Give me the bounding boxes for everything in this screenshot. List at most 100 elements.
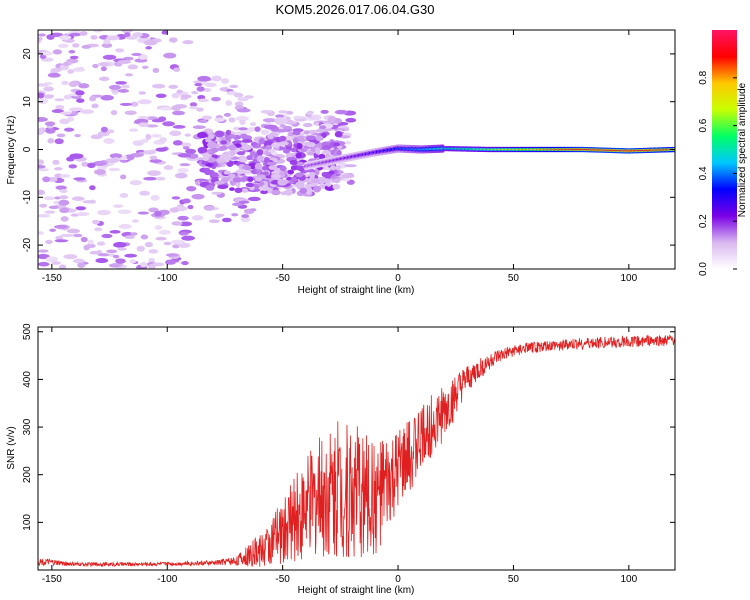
spectrogram-cluster-blob [278,135,287,142]
spectrogram-noise-blob [117,247,127,251]
spectrogram-cluster-blob [236,151,246,156]
spectrogram-noise-blob [38,231,44,235]
spectrogram-noise-blob [97,253,110,257]
spectrogram-cluster-blob [268,165,276,170]
spectrogram-cluster-blob [204,170,212,176]
spectrogram-noise-blob [177,215,189,221]
spectrogram-cluster-blob [223,170,231,175]
spectrogram-noise-blob [149,159,162,164]
spectrogram-cluster-blob [196,132,208,139]
spectrogram-noise-blob [124,32,131,37]
spectrogram-noise-blob [154,225,163,230]
spectrogram-cluster-blob [228,144,237,151]
spectrogram-cluster-blob [291,176,298,183]
spectrogram-noise-blob [303,130,310,135]
x-tick-label: -150 [42,273,62,284]
spectrogram-noise-blob [69,153,84,159]
spectrogram-noise-blob [145,134,152,140]
spectrogram-noise-blob [202,88,212,92]
spectrogram-noise-blob [142,150,156,155]
spectrogram-noise-blob [344,164,357,168]
spectrogram-noise-blob [149,155,158,160]
spectrogram-cluster-blob [260,189,268,195]
spectrogram-x-label: Height of straight line (km) [298,285,415,296]
spectrogram-cluster-blob [265,145,273,150]
spectrogram-noise-blob [97,62,110,67]
y-tick-label: 100 [22,514,33,531]
spectrogram-cluster-blob [321,150,331,155]
spectrogram-noise-blob [54,196,61,200]
colorbar-bar [712,30,737,269]
spectrogram-noise-blob [43,86,54,92]
spectrogram-noise-blob [182,198,191,204]
spectrogram-noise-blob [124,110,137,116]
spectrogram-cluster-blob [321,144,332,150]
spectrogram-noise-blob [90,35,98,40]
spectrogram-cluster-blob [236,168,245,174]
spectrogram-cluster-blob [287,169,295,175]
spectrogram-noise-blob [148,257,155,263]
spectrogram-noise-blob [171,196,181,200]
spectrogram-noise-blob [67,69,75,74]
spectrogram-noise-blob [155,147,168,152]
spectrogram-noise-blob [197,75,211,82]
spectrogram-cluster-blob [235,181,241,188]
x-tick-label: 0 [395,574,401,585]
spectrogram-noise-blob [161,30,168,35]
spectrogram-noise-blob [54,239,69,243]
spectrogram-noise-blob [196,86,205,92]
spectrogram-cluster-blob [256,155,263,163]
spectrogram-cluster-blob [304,141,312,146]
spectrogram-noise-blob [176,89,183,94]
spectrogram-cluster-blob [234,187,243,194]
spectrogram-noise-blob [343,141,352,145]
spectrogram-noise-blob [38,249,49,253]
spectrogram-noise-blob [315,128,327,133]
spectrogram-cluster-blob [241,139,253,143]
spectrogram-noise-blob [82,200,96,204]
spectrogram-noise-blob [137,99,152,105]
spectrogram-noise-blob [343,178,350,182]
spectrogram-noise-blob [260,109,273,114]
spectrogram-noise-blob [71,111,79,116]
spectrogram-noise-blob [155,176,166,181]
spectrogram-noise-blob [148,207,159,213]
spectrogram-noise-blob [54,224,68,229]
spectrogram-noise-blob [129,128,138,132]
spectrogram-noise-blob [197,95,206,100]
spectrogram-cluster-blob [279,165,287,172]
snr-x-label: Height of straight line (km) [298,585,415,596]
spectrogram-noise-blob [59,195,69,200]
spectrogram-noise-blob [92,63,99,69]
spectrogram-noise-blob [168,37,178,43]
spectrogram-noise-blob [52,159,60,165]
spectrogram-cluster-blob [250,141,257,147]
spectrogram-cluster-blob [309,172,316,179]
spectrogram-noise-blob [137,115,149,120]
spectrogram-noise-blob [145,46,152,50]
spectrogram-cluster-blob [229,187,235,191]
spectrogram-noise-blob [260,129,270,135]
spectrogram-noise-blob [319,125,327,130]
spectrogram-noise-blob [117,209,132,215]
spectrogram-noise-blob [177,153,192,158]
spectrogram-cluster-blob [290,165,298,171]
spectrogram-noise-blob [92,160,107,167]
spectrogram-noise-blob [103,38,111,45]
x-tick-label: -100 [157,574,177,585]
spectrogram-cluster-blob [271,142,281,148]
colorbar-tick-label: 0.4 [698,166,709,180]
spectrogram-noise-blob [338,135,351,139]
spectrogram-noise-blob [241,214,250,219]
spectrogram-cluster-blob [242,165,252,171]
spectrogram-noise-blob [51,261,61,265]
spectrogram-noise-blob [240,216,251,223]
y-tick-label: 0 [22,146,33,152]
spectrogram-cluster-blob [311,178,320,184]
spectrogram-noise-blob [124,253,137,258]
spectrogram-noise-blob [38,36,43,42]
y-tick-label: 400 [22,371,33,388]
colorbar-label: Normalized spectral amplitude [737,82,748,217]
spectrogram-noise-blob [311,114,319,121]
